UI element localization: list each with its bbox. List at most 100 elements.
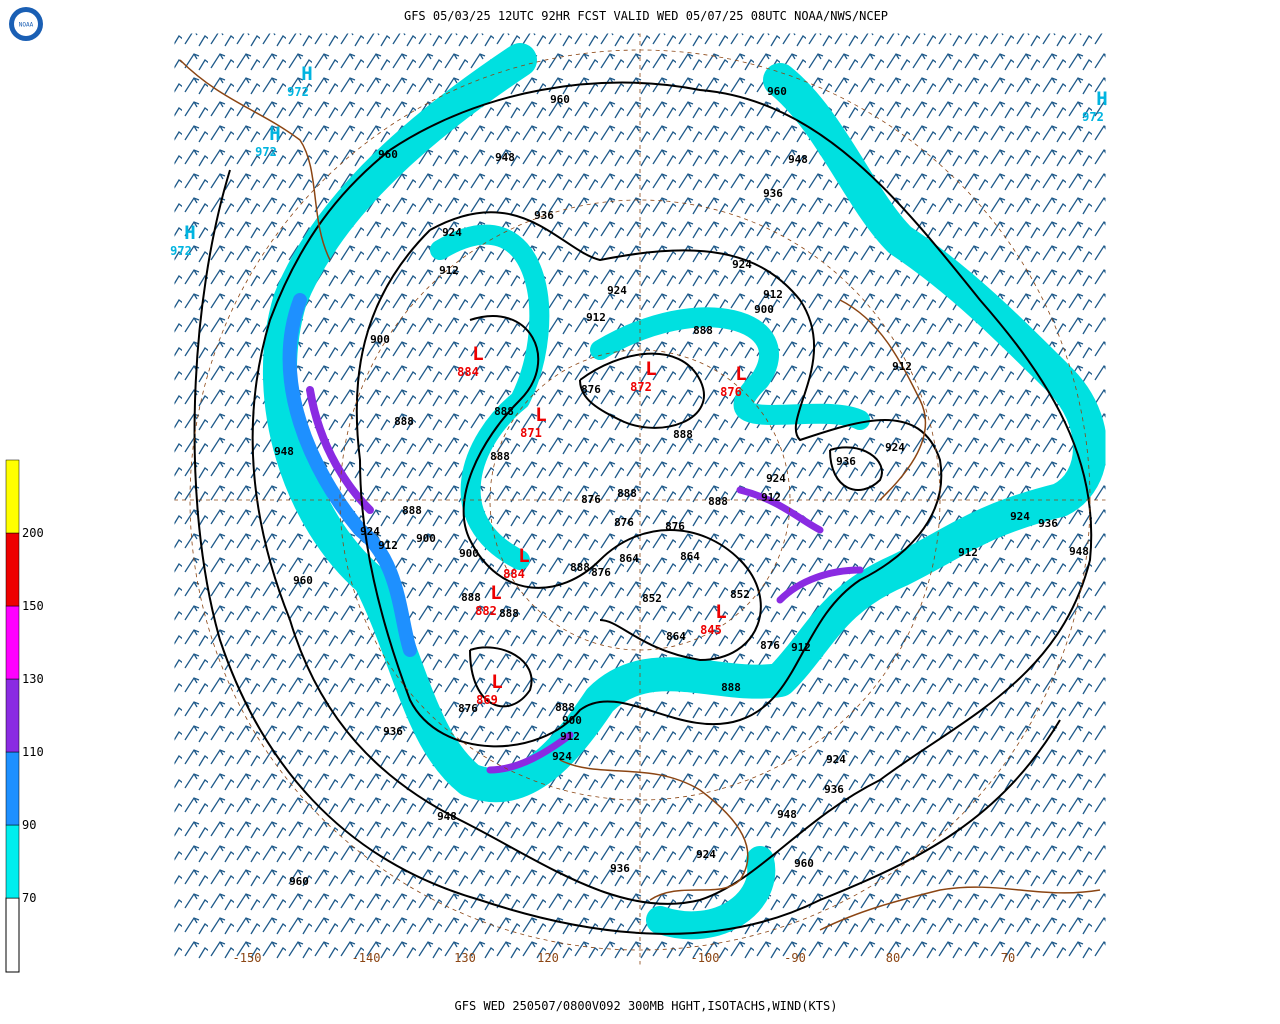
contour-label: 960 bbox=[293, 574, 313, 587]
colorbar-segment bbox=[5, 605, 20, 680]
high-value: 972 bbox=[255, 145, 277, 159]
contour-label: 876 bbox=[665, 520, 685, 533]
contour-label: 876 bbox=[614, 516, 634, 529]
map-area bbox=[174, 33, 1106, 965]
contour-label: 888 bbox=[693, 324, 713, 337]
longitude-label: -90 bbox=[784, 951, 806, 965]
contour-label: 912 bbox=[560, 730, 580, 743]
contour-label: 888 bbox=[394, 415, 414, 428]
colorbar-label: 130 bbox=[22, 672, 44, 686]
height-contours bbox=[193, 81, 1093, 935]
contour-label: 888 bbox=[461, 591, 481, 604]
contour-label: 948 bbox=[495, 151, 515, 164]
contour-label: 912 bbox=[586, 311, 606, 324]
colorbar-segment bbox=[5, 459, 20, 534]
low-value: 876 bbox=[720, 385, 742, 399]
contour-label: 948 bbox=[274, 445, 294, 458]
low-value: 869 bbox=[476, 693, 498, 707]
contour-label: 936 bbox=[763, 187, 783, 200]
contour-label: 888 bbox=[673, 428, 693, 441]
contour-label: 924 bbox=[607, 284, 627, 297]
low-center: L bbox=[735, 363, 746, 385]
contour-label: 948 bbox=[437, 810, 457, 823]
low-center: L bbox=[715, 601, 726, 623]
contour-label: 936 bbox=[534, 209, 554, 222]
longitude-label: 80 bbox=[886, 951, 900, 965]
contour-label: 960 bbox=[378, 148, 398, 161]
low-center: L bbox=[491, 671, 502, 693]
caption: GFS WED 250507/0800V092 300MB HGHT,ISOTA… bbox=[455, 999, 838, 1013]
low-value: 845 bbox=[700, 623, 722, 637]
high-center: H bbox=[1096, 88, 1107, 110]
contour-label: 924 bbox=[552, 750, 572, 763]
contour-label: 936 bbox=[824, 783, 844, 796]
graticule bbox=[174, 33, 1106, 965]
contour-label: 888 bbox=[555, 701, 575, 714]
longitude-label: 130 bbox=[454, 951, 476, 965]
contour-label: 936 bbox=[1038, 517, 1058, 530]
contour-label: 912 bbox=[761, 491, 781, 504]
low-center: L bbox=[518, 545, 529, 567]
longitude-label: 120 bbox=[537, 951, 559, 965]
contour-label: 936 bbox=[610, 862, 630, 875]
contour-label: 888 bbox=[617, 487, 637, 500]
high-center: H bbox=[301, 63, 312, 85]
contour-label: 948 bbox=[1069, 545, 1089, 558]
contour-label: 912 bbox=[892, 360, 912, 373]
contour-label: 864 bbox=[666, 630, 686, 643]
contour-label: 960 bbox=[550, 93, 570, 106]
colorbar-label: 200 bbox=[22, 526, 44, 540]
contour-label: 888 bbox=[490, 450, 510, 463]
contour-label: 888 bbox=[708, 495, 728, 508]
longitude-label: -150 bbox=[233, 951, 262, 965]
contour-label: 948 bbox=[777, 808, 797, 821]
colorbar-label: 90 bbox=[22, 818, 36, 832]
contour-label: 888 bbox=[494, 405, 514, 418]
contour-label: 912 bbox=[763, 288, 783, 301]
contour-label: 900 bbox=[416, 532, 436, 545]
contour-label: 960 bbox=[767, 85, 787, 98]
coastlines bbox=[179, 59, 1101, 931]
contour-label: 960 bbox=[794, 857, 814, 870]
contour-label: 900 bbox=[562, 714, 582, 727]
contour-label: 924 bbox=[885, 441, 905, 454]
low-center: L bbox=[535, 404, 546, 426]
contour-label: 888 bbox=[721, 681, 741, 694]
contour-label: 924 bbox=[826, 753, 846, 766]
contour-label: 960 bbox=[289, 875, 309, 888]
colorbar-segment bbox=[5, 678, 20, 753]
low-center: L bbox=[490, 582, 501, 604]
high-center: H bbox=[184, 222, 195, 244]
longitude-label: -140 bbox=[352, 951, 381, 965]
colorbar-low bbox=[5, 897, 20, 973]
contour-label: 900 bbox=[754, 303, 774, 316]
contour-label: 912 bbox=[958, 546, 978, 559]
contour-label: 912 bbox=[791, 641, 811, 654]
colorbar-label: 70 bbox=[22, 891, 36, 905]
logo-text: NOAA bbox=[19, 22, 34, 29]
low-value: 882 bbox=[475, 604, 497, 618]
high-center: H bbox=[269, 123, 280, 145]
contour-label: 852 bbox=[642, 592, 662, 605]
contour-label: 900 bbox=[459, 547, 479, 560]
contour-label: 876 bbox=[458, 702, 478, 715]
map-frame bbox=[173, 32, 1107, 966]
low-value: 884 bbox=[503, 567, 525, 581]
low-center: L bbox=[472, 343, 483, 365]
contour-label: 924 bbox=[442, 226, 462, 239]
high-value: 972 bbox=[1082, 110, 1104, 124]
noaa-logo-inner bbox=[14, 12, 38, 36]
contour-label: 852 bbox=[730, 588, 750, 601]
contour-label: 864 bbox=[680, 550, 700, 563]
contour-label: 888 bbox=[570, 561, 590, 574]
contour-label: 900 bbox=[370, 333, 390, 346]
low-center: L bbox=[645, 358, 656, 380]
colorbar-segment bbox=[5, 532, 20, 607]
contour-label: 876 bbox=[760, 639, 780, 652]
colorbar-segment bbox=[5, 751, 20, 826]
colorbar-segment bbox=[5, 824, 20, 899]
contour-label: 876 bbox=[581, 493, 601, 506]
contour-label: 924 bbox=[1010, 510, 1030, 523]
